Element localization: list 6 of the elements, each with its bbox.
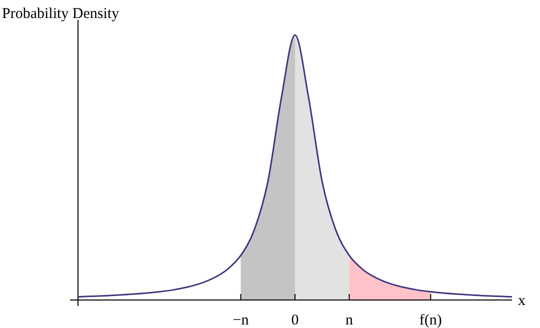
x-tick-label: −n — [232, 312, 250, 328]
y-axis-title: Probability Density — [2, 6, 120, 22]
x-tick-label: 0 — [291, 312, 299, 328]
x-axis-title: x — [518, 293, 526, 309]
x-tick-label: n — [346, 312, 354, 328]
x-tick-label: f(n) — [419, 312, 442, 328]
